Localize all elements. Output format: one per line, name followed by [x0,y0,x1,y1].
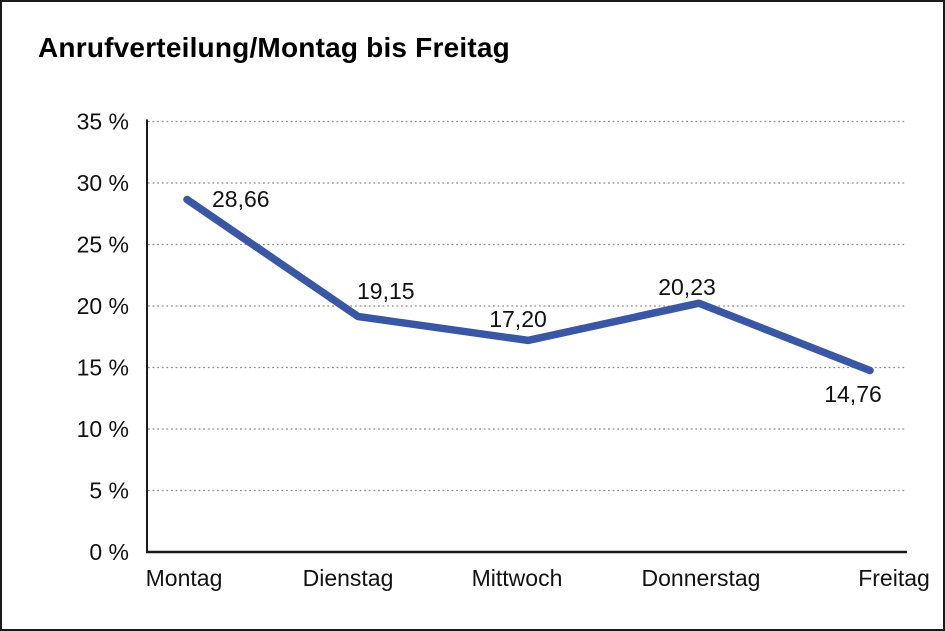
x-category-label: Dienstag [303,565,394,591]
data-point-label: 17,20 [489,306,547,332]
x-category-label: Montag [146,565,223,591]
x-category-label: Mittwoch [472,565,563,591]
data-point-label: 19,15 [357,278,415,304]
y-tick-label: 5 % [89,478,129,504]
data-point-label: 28,66 [212,186,270,212]
y-tick-label: 30 % [77,170,129,196]
y-tick-label: 25 % [77,232,129,258]
x-category-label: Donnerstag [642,565,761,591]
y-tick-label: 15 % [77,355,129,381]
data-line [183,195,874,375]
x-category-label: Freitag [858,565,930,591]
y-tick-label: 35 % [77,109,129,135]
data-point-label: 20,23 [658,274,716,300]
y-tick-label: 10 % [77,416,129,442]
chart-title: Anrufverteilung/Montag bis Freitag [38,32,510,63]
data-point-label: 14,76 [824,381,882,407]
y-tick-label: 20 % [77,293,129,319]
y-tick-label: 0 % [89,539,129,565]
